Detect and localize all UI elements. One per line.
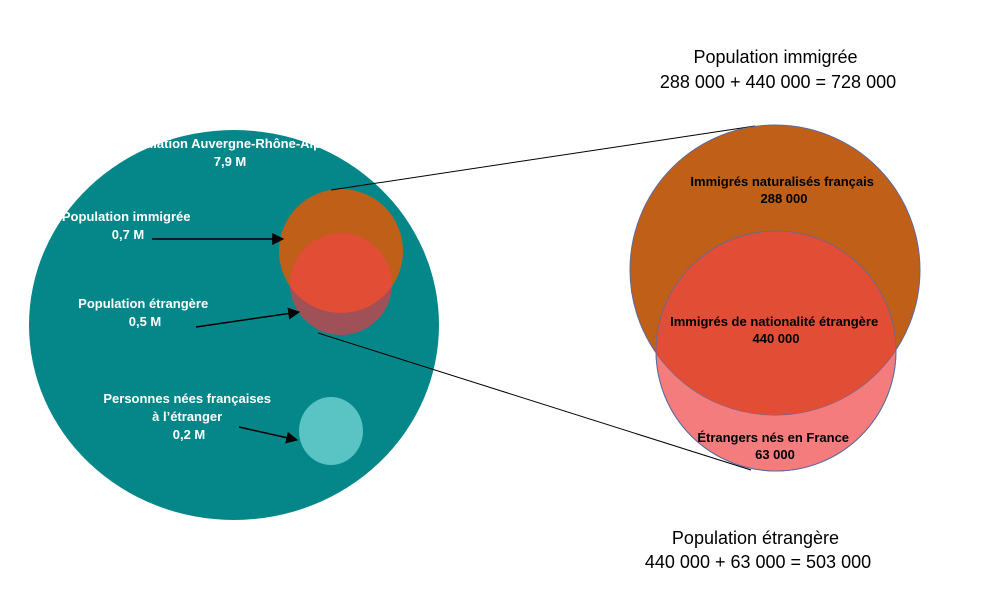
svg-text:Population immigrée 0,7 M: Population immigrée 0,7 M xyxy=(62,209,194,242)
svg-text:Immigrés de nationalité étrang: Immigrés de nationalité étrangère 440 00… xyxy=(670,314,882,346)
svg-text:Immigrés naturalisés français: Immigrés naturalisés français 288 000 xyxy=(690,174,877,206)
svg-text:Population Auvergne-Rhône-Alpe: Population Auvergne-Rhône-Alpes 7,9 M xyxy=(121,136,339,169)
foreign-summary-formula: 440 000 + 63 000 = 503 000 xyxy=(645,552,871,572)
left-foreign-label: Population étrangère xyxy=(78,296,208,311)
born-french-abroad-label-line1: Personnes nées françaises xyxy=(103,391,271,406)
naturalized-label: Immigrés naturalisés français xyxy=(690,174,874,189)
right-foreign-outline xyxy=(655,230,897,472)
foreign-arrow xyxy=(195,307,301,328)
naturalized-value: 288 000 xyxy=(761,191,808,206)
svg-text:Population étrangère 0,5 M: Population étrangère 0,5 M xyxy=(78,296,212,329)
svg-text:Population étrangère 440 0: Population étrangère 440 000 + 63 000 = … xyxy=(645,528,871,572)
foreign-nationality-value: 440 000 xyxy=(753,331,800,346)
left-immigrant-value: 0,7 M xyxy=(112,227,145,242)
born-french-abroad-arrow xyxy=(238,426,299,444)
region-label: Population Auvergne-Rhône-Alpes xyxy=(121,136,336,151)
foreign-nationality-label: Immigrés de nationalité étrangère xyxy=(670,314,878,329)
foreigners-born-france-value: 63 000 xyxy=(755,447,795,462)
born-french-abroad-label-line2: à l’étranger xyxy=(152,409,222,424)
born-french-abroad-value: 0,2 M xyxy=(173,427,206,442)
immigrant-summary-formula: 288 000 + 440 000 = 728 000 xyxy=(660,72,896,92)
svg-text:Étrangers nés en France 63: Étrangers nés en France 63 000 xyxy=(697,430,852,462)
foreigners-born-france-label: Étrangers nés en France xyxy=(697,430,849,445)
immigrant-summary-title: Population immigrée xyxy=(693,47,857,67)
zoom-line-bottom xyxy=(317,332,752,471)
svg-text:Personnes nées françaises: Personnes nées françaises à l’étranger 0… xyxy=(103,391,274,442)
svg-text:Population immigrée 288 00: Population immigrée 288 000 + 440 000 = … xyxy=(660,47,896,92)
foreign-summary-title: Population étrangère xyxy=(672,528,839,548)
region-population-ellipse xyxy=(29,130,439,520)
left-foreign-value: 0,5 M xyxy=(129,314,162,329)
zoom-line-top xyxy=(330,125,756,191)
born-french-abroad-circle xyxy=(299,397,363,465)
region-value: 7,9 M xyxy=(214,154,247,169)
left-immigrant-label: Population immigrée xyxy=(62,209,191,224)
